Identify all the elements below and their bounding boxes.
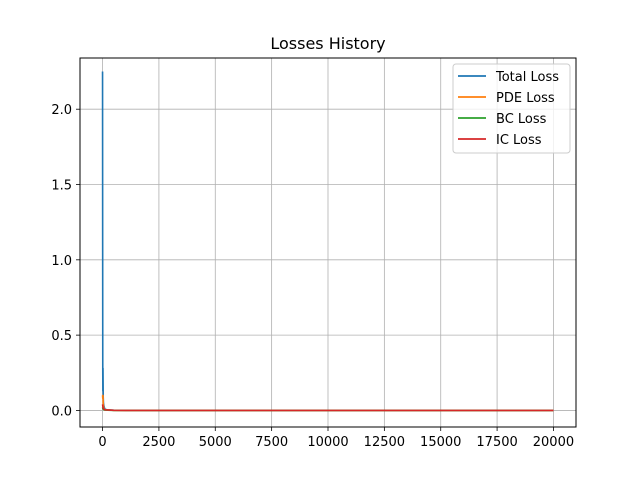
legend-box [452,63,571,154]
x-tick-label: 20000 [533,435,574,450]
chart-title: Losses History [270,34,385,53]
x-tick-label: 7500 [255,435,288,450]
x-tick-label: 5000 [199,435,232,450]
legend: Total Loss PDE Loss BC Loss IC Loss [452,63,571,154]
legend-label-pde-loss: PDE Loss [496,91,555,106]
x-tick-label: 10000 [307,435,348,450]
series-line-ic-loss [101,404,554,412]
series-lines [101,71,554,412]
x-tick-label: 0 [98,435,106,450]
y-tick-label: 2.0 [51,103,72,118]
y-tick-label: 0.0 [51,404,72,419]
x-tick-label: 12500 [364,435,405,450]
y-tick-label: 1.0 [51,254,72,269]
y-axis: 0.0 0.5 1.0 1.5 2.0 [51,103,80,419]
x-axis: 0 2500 5000 7500 10000 12500 15000 17500 20000 [98,427,574,450]
legend-label-total-loss: Total Loss [495,70,559,85]
legend-label-ic-loss: IC Loss [496,133,542,148]
y-tick-label: 0.5 [51,329,72,344]
x-tick-label: 17500 [476,435,517,450]
x-tick-label: 2500 [142,435,175,450]
y-tick-label: 1.5 [51,179,72,194]
legend-label-bc-loss: BC Loss [496,112,547,127]
x-tick-label: 15000 [420,435,461,450]
